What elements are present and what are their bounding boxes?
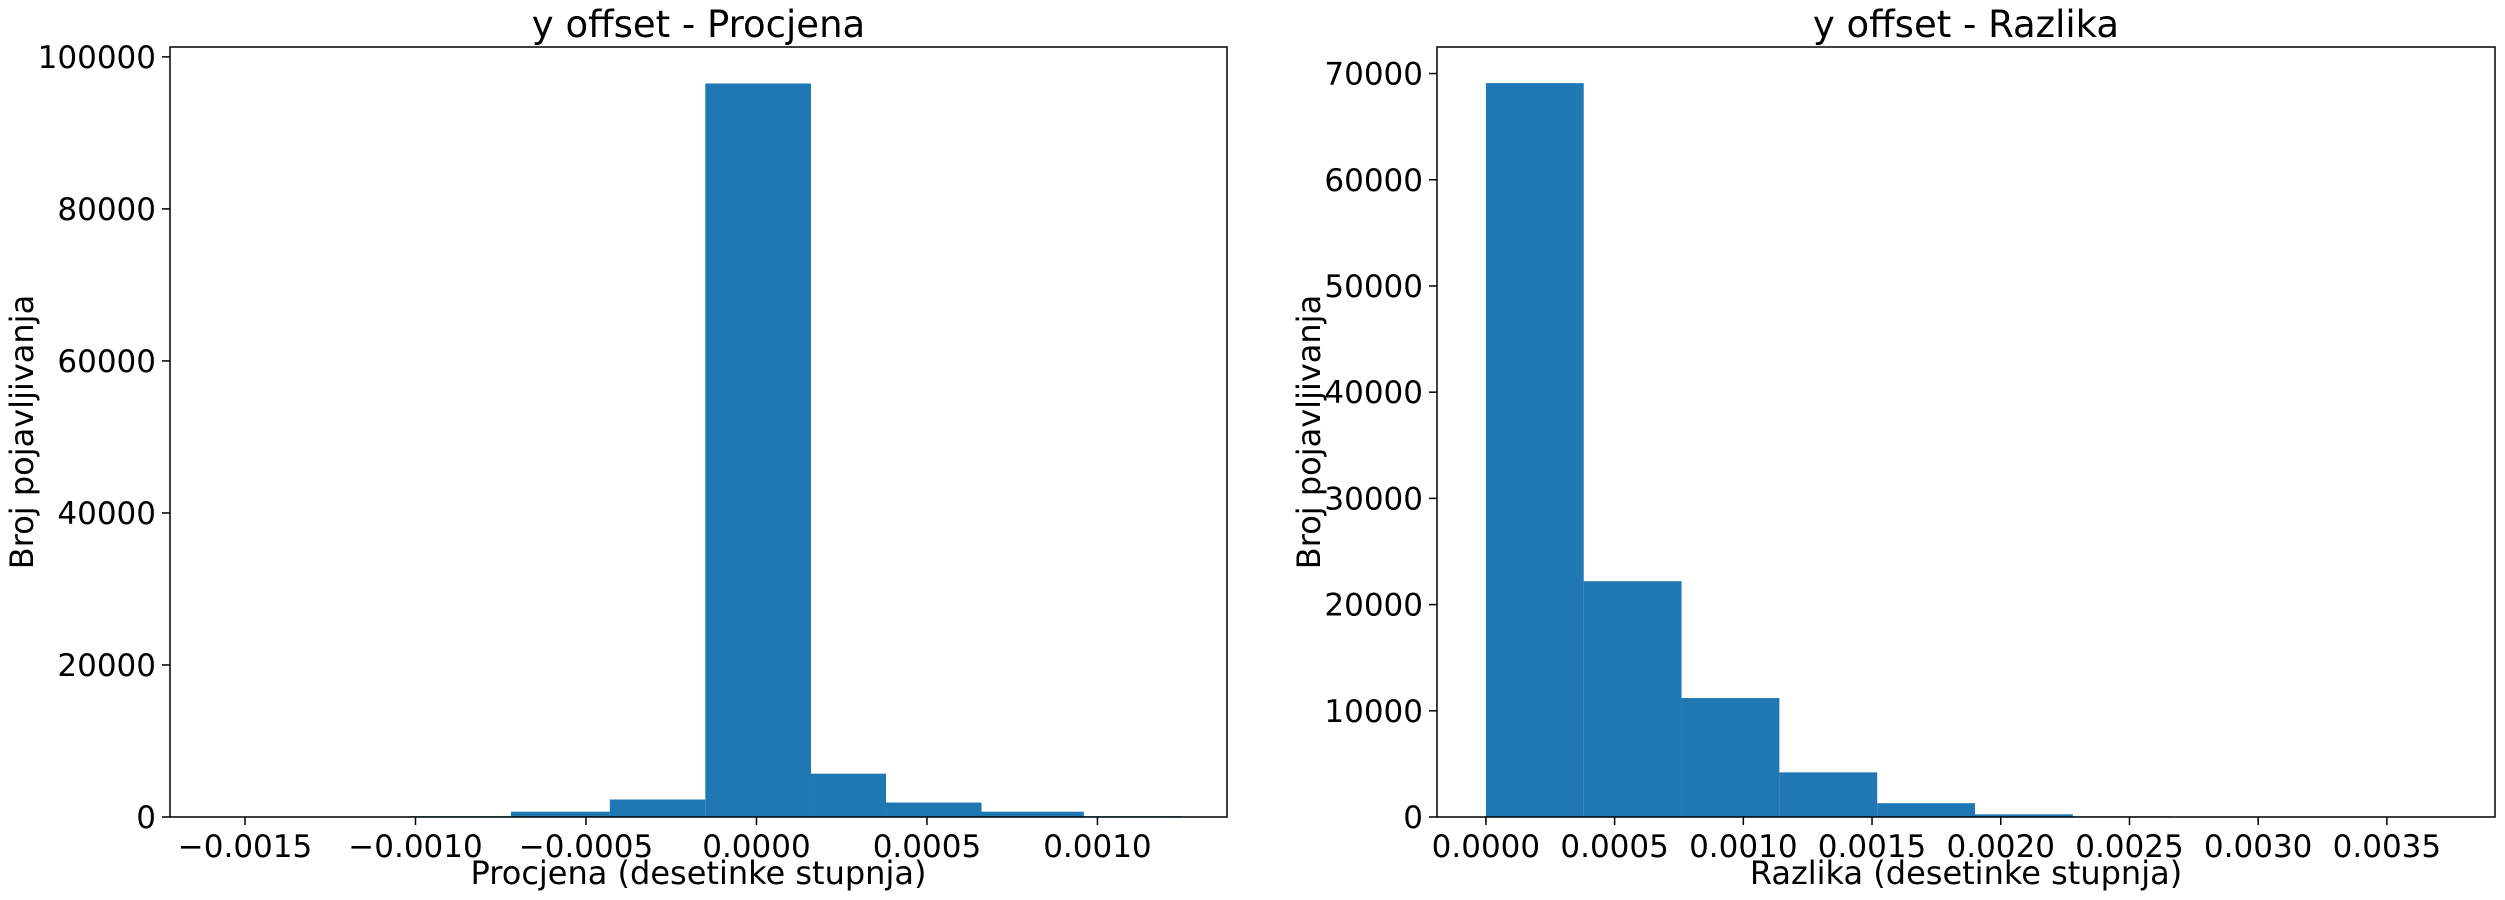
histogram-procjena-x-tick-label: 0.0000	[702, 829, 810, 865]
histogram-procjena-y-tick-label: 40000	[57, 496, 156, 532]
histogram-razlika-x-tick-label: 0.0020	[1947, 829, 2055, 865]
histogram-razlika-x-ticks: 0.0000 0.0005 0.0010 0.0015 0.0020 0.0025 0.00…	[1432, 817, 2441, 865]
histogram-razlika-bar	[1975, 814, 2073, 817]
histogram-razlika-bar	[1681, 698, 1780, 817]
histogram-procjena-y-tick-label: 20000	[57, 648, 156, 684]
histogram-procjena-plot-frame	[169, 46, 1228, 818]
histogram-razlika-x-axis-label: Razlika (desetinke stupnja)	[1750, 854, 2182, 892]
histogram-razlika-plot-frame	[1436, 46, 2496, 818]
histogram-procjena-y-tick-label: 0	[136, 800, 156, 836]
histogram-razlika-y-tick-label: 40000	[1324, 375, 1423, 411]
histogram-razlika-x-tick-label: 0.0025	[2075, 829, 2183, 865]
histogram-procjena-y-tick-label: 60000	[57, 344, 156, 380]
histogram-procjena-title: y offset - Procjena	[532, 3, 865, 46]
histogram-procjena-y-tick-label: 100000	[38, 40, 156, 76]
histogram-procjena-x-tick-label: −0.0005	[519, 829, 653, 865]
histogram-razlika-y-tick-label: 70000	[1324, 57, 1423, 93]
histogram-procjena-bar	[510, 811, 610, 817]
histogram-razlika-x-tick-label: 0.0010	[1689, 829, 1797, 865]
histogram-procjena-x-tick-label: −0.0010	[348, 829, 482, 865]
histogram-procjena-x-tick-label: 0.0010	[1043, 829, 1151, 865]
histogram-procjena-bar	[609, 799, 706, 817]
histogram-procjena-x-axis-label: Procjena (desetinke stupnja)	[471, 854, 927, 892]
histogram-razlika-bar	[1583, 581, 1682, 817]
histogram-razlika-y-tick-label: 60000	[1324, 163, 1423, 199]
histogram-razlika-x-tick-label: 0.0035	[2333, 829, 2441, 865]
histogram-razlika-y-ticks: 0 10000 20000 30000 40000 50000 60000 70000	[1324, 57, 1437, 836]
histogram-procjena-panel: −0.0015 −0.0010 −0.0005 0.0000 0.0005 0.0010 …	[3, 3, 1228, 892]
histogram-procjena-bar	[705, 83, 812, 817]
histogram-procjena-y-axis-label: Broj pojavljivanja	[3, 295, 41, 569]
histogram-razlika-x-tick-label: 0.0000	[1432, 829, 1540, 865]
histogram-procjena-x-tick-label: −0.0015	[178, 829, 312, 865]
histogram-procjena-y-ticks: 0 20000 40000 60000 80000 100000	[38, 40, 170, 836]
histogram-procjena-bar	[886, 802, 982, 817]
histogram-razlika-y-tick-label: 50000	[1324, 269, 1423, 305]
histogram-razlika-y-tick-label: 20000	[1324, 588, 1423, 624]
histogram-procjena-x-tick-label: 0.0005	[873, 829, 981, 865]
histogram-procjena-y-tick-label: 80000	[57, 192, 156, 228]
histogram-razlika-bars	[1485, 83, 2465, 817]
histogram-razlika-y-tick-label: 0	[1403, 800, 1423, 836]
histogram-razlika-y-axis-label: Broj pojavljivanja	[1290, 295, 1328, 569]
histogram-procjena-bar	[811, 773, 887, 817]
histogram-razlika-x-tick-label: 0.0015	[1818, 829, 1926, 865]
histogram-razlika-x-tick-label: 0.0005	[1560, 829, 1668, 865]
histogram-razlika-panel: 0.0000 0.0005 0.0010 0.0015 0.0020 0.0025 0.00…	[1290, 3, 2496, 892]
histogram-procjena-bars	[200, 83, 1183, 817]
histogram-razlika-bar	[1779, 772, 1878, 817]
histogram-razlika-title: y offset - Razlika	[1813, 3, 2119, 46]
histogram-razlika-x-tick-label: 0.0030	[2204, 829, 2312, 865]
histogram-razlika-bar	[1485, 83, 1584, 817]
histogram-procjena-bar	[981, 811, 1084, 817]
histogram-procjena-x-ticks: −0.0015 −0.0010 −0.0005 0.0000 0.0005 0.0010	[178, 817, 1152, 865]
histogram-razlika-y-tick-label: 30000	[1324, 481, 1423, 517]
histogram-razlika-y-tick-label: 10000	[1324, 694, 1423, 730]
histogram-razlika-bar	[1877, 803, 1976, 817]
